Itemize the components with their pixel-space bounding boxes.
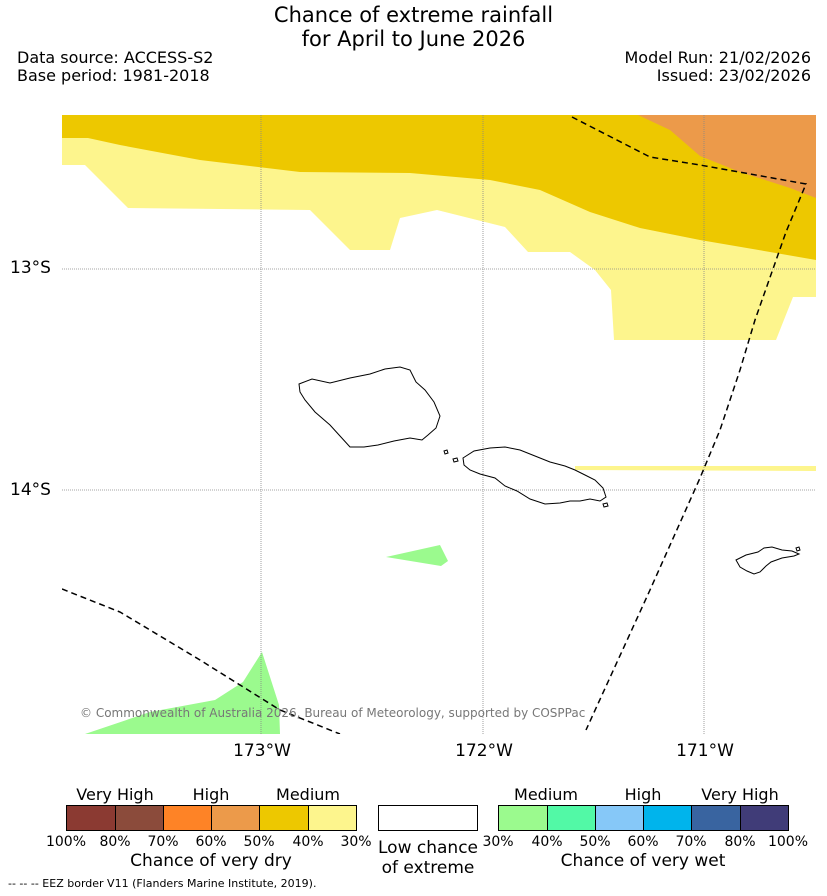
wet-caption: Chance of very wet	[560, 851, 726, 871]
wet-medium-region-1	[386, 545, 448, 566]
wet-category-high: High	[624, 785, 662, 804]
islands	[298, 366, 801, 575]
issued-date: Issued: 23/02/2026	[656, 66, 811, 85]
lon-label-171w: 171°W	[676, 741, 734, 761]
dry-band-region	[575, 466, 816, 471]
dry-swatch-40-30	[308, 805, 357, 831]
wet-tick-40: 40%	[531, 834, 563, 850]
dry-tick-70: 70%	[147, 834, 179, 850]
islet-2	[452, 457, 459, 463]
dry-tick-50: 50%	[243, 834, 275, 850]
wet-tick-80: 80%	[724, 834, 756, 850]
dry-category-very-high: Very High	[76, 785, 154, 804]
wet-swatch-70-80	[691, 805, 741, 831]
upolu-island	[462, 446, 607, 505]
islet-1	[443, 449, 449, 455]
dry-swatch-80-70	[115, 805, 164, 831]
map-title-line1: Chance of extreme rainfall	[273, 3, 554, 27]
savaii-island	[298, 366, 441, 448]
eez-border	[62, 116, 808, 734]
data-source: Data source: ACCESS-S2	[17, 48, 214, 67]
dry-category-medium: Medium	[276, 785, 340, 804]
dry-category-high: High	[192, 785, 230, 804]
gridlines	[62, 115, 816, 734]
copyright-note: © Commonwealth of Australia 2026, Bureau…	[80, 706, 586, 720]
dry-tick-30: 30%	[340, 834, 372, 850]
wet-medium-region-2	[85, 652, 280, 734]
low-chance-caption-line1: Low chance	[378, 838, 478, 858]
wet-tick-50: 50%	[579, 834, 611, 850]
dry-tick-40: 40%	[292, 834, 324, 850]
eez-footer-note: -- -- -- EEZ border V11 (Flanders Marine…	[8, 877, 317, 890]
dry-caption: Chance of very dry	[130, 851, 292, 871]
low-chance-swatch	[378, 805, 478, 831]
wet-swatch-40-50	[547, 805, 596, 831]
lat-label-14s: 14°S	[10, 480, 51, 500]
lon-label-173w: 173°W	[233, 741, 291, 761]
wet-tick-30: 30%	[482, 834, 514, 850]
wet-tick-60: 60%	[627, 834, 659, 850]
dry-medium-region	[62, 115, 816, 260]
wet-swatch-80-100	[740, 805, 789, 831]
tutuila-island	[735, 546, 801, 575]
wet-category-very-high: Very High	[701, 785, 779, 804]
dry-swatch-50-40	[259, 805, 309, 831]
map-canvas	[62, 115, 816, 734]
islet-4	[795, 546, 801, 552]
wet-category-medium: Medium	[514, 785, 578, 804]
dry-swatch-70-60	[163, 805, 212, 831]
lat-label-13s: 13°S	[10, 258, 51, 278]
wet-swatch-30-40	[498, 805, 548, 831]
wet-tick-100: 100%	[767, 834, 809, 850]
wet-swatch-50-60	[595, 805, 644, 831]
dry-tick-80: 80%	[99, 834, 131, 850]
dry-swatch-100-80	[66, 805, 116, 831]
lon-label-172w: 172°W	[455, 741, 513, 761]
low-chance-caption-line2: of extreme	[381, 858, 475, 878]
map-title-line2: for April to June 2026	[301, 27, 526, 51]
wet-tick-70: 70%	[675, 834, 707, 850]
dry-tick-100: 100%	[45, 834, 87, 850]
islet-3	[602, 502, 609, 508]
model-run: Model Run: 21/02/2026	[624, 48, 812, 67]
wet-swatch-60-70	[643, 805, 692, 831]
base-period: Base period: 1981-2018	[17, 66, 210, 85]
dry-swatch-60-50	[211, 805, 260, 831]
dry-tick-60: 60%	[195, 834, 227, 850]
